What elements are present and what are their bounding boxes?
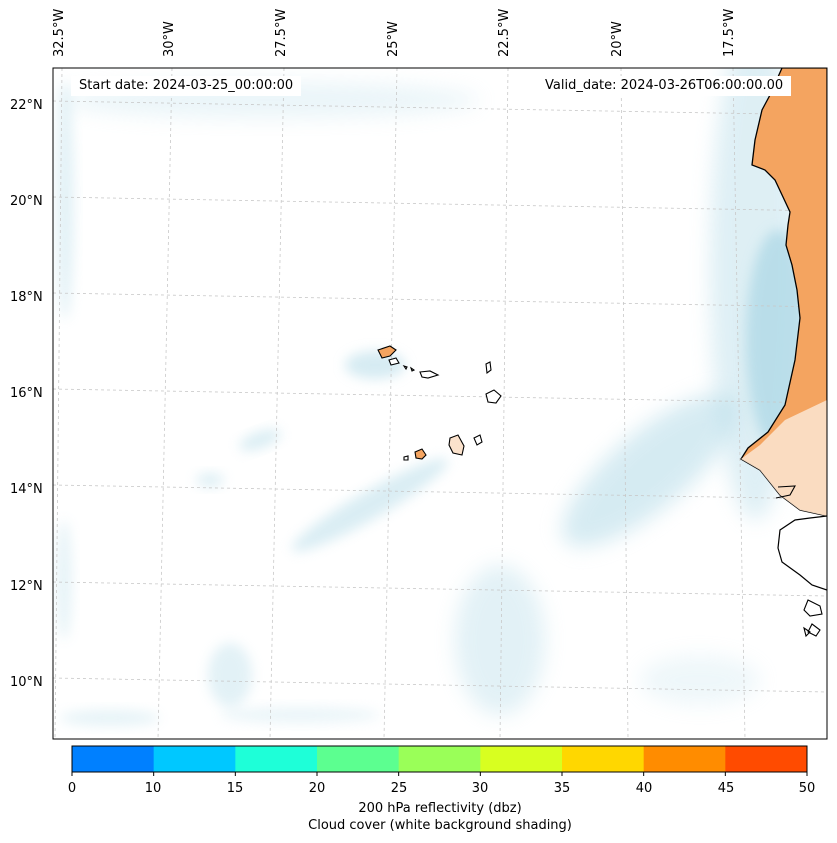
senegal-plume [741,400,827,516]
valid-date-label: Valid_date: 2024-03-26T06:00:00.00 [537,76,792,96]
colorbar-sublabel: Cloud cover (white background shading) [308,818,572,833]
colorbar-tick-25: 25 [390,781,408,796]
colorbar-tick-50: 50 [798,781,816,796]
colorbar-segment-8 [725,746,808,772]
colorbar-segment-4 [398,746,481,772]
cape-verde-islands [377,345,502,461]
coast-detail [775,485,823,638]
lon-label-30w: 30°W [162,21,177,57]
lat-label-22n: 22°N [10,98,43,113]
colorbar-segment-2 [235,746,318,772]
colorbar-segment-3 [317,746,400,772]
start-date-label: Start date: 2024-03-25_00:00:00 [71,76,302,96]
colorbar-segment-5 [480,746,563,772]
colorbar-frame [71,745,808,773]
colorbar [71,745,808,776]
lon-label-17-5w: 17.5°W [722,8,737,57]
lon-label-22-5w: 22.5°W [497,8,512,57]
lon-label-27-5w: 27.5°W [274,8,289,57]
colorbar-label: 200 hPa reflectivity (dbz) [358,801,522,816]
gridlines [53,68,827,739]
lat-label-14n: 14°N [10,482,43,497]
colorbar-tick-10: 10 [144,781,162,796]
lon-label-20w: 20°W [610,21,625,57]
colorbar-tick-45: 45 [717,781,735,796]
lon-label-25w: 25°W [386,21,401,57]
lat-label-12n: 12°N [10,579,43,594]
colorbar-segment-0 [72,746,155,772]
colorbar-tick-40: 40 [635,781,653,796]
colorbar-tick-35: 35 [553,781,571,796]
lon-label-32-5w: 32.5°W [52,8,67,57]
colorbar-tick-30: 30 [471,781,489,796]
lat-label-20n: 20°N [10,194,43,209]
colorbar-segment-6 [562,746,645,772]
southern-coastline [777,515,827,591]
colorbar-segment-7 [643,746,726,772]
lat-label-10n: 10°N [10,675,43,690]
lat-label-16n: 16°N [10,386,43,401]
colorbar-segment-1 [153,746,236,772]
map-frame [52,67,828,740]
colorbar-tick-15: 15 [226,781,244,796]
lat-label-18n: 18°N [10,290,43,305]
colorbar-tick-0: 0 [67,781,77,796]
colorbar-tick-20: 20 [308,781,326,796]
